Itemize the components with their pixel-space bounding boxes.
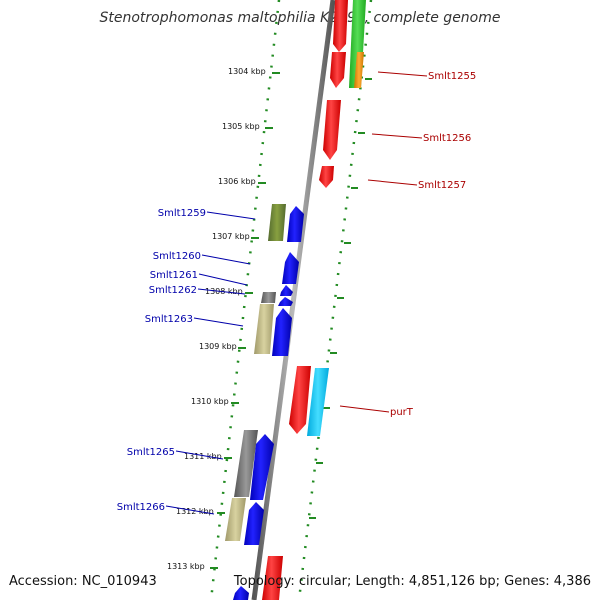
gene-label-smlt1262[interactable]: Smlt1262 — [149, 285, 197, 296]
gene-orange[interactable] — [354, 52, 364, 88]
scale-label-1311: 1311 kbp — [184, 452, 222, 461]
scale-label-1304: 1304 kbp — [228, 67, 266, 76]
gene-bottom-red[interactable] — [262, 556, 283, 600]
gene-smlt1265-gray[interactable] — [234, 430, 258, 497]
gene-label-smlt1263[interactable]: Smlt1263 — [145, 314, 193, 325]
gene-purt-red[interactable] — [289, 366, 311, 434]
gene-smlt1266-khaki[interactable] — [225, 498, 246, 541]
reverse-genes — [225, 204, 304, 600]
gene-label-smlt1266[interactable]: Smlt1266 — [117, 502, 165, 513]
gene-top-red-1[interactable] — [333, 0, 348, 52]
forward-genes — [262, 0, 366, 600]
genome-axis — [251, 0, 336, 600]
scale-label-1310: 1310 kbp — [191, 397, 229, 406]
accession-text: Accession: NC_010943 — [9, 574, 157, 589]
gene-label-smlt1260[interactable]: Smlt1260 — [153, 251, 201, 262]
scale-ticks: 1304 kbp 1305 kbp 1306 kbp 1307 kbp 1308… — [167, 67, 280, 571]
gene-label-smlt1256[interactable]: Smlt1256 — [423, 133, 471, 144]
gene-label-smlt1261[interactable]: Smlt1261 — [150, 270, 198, 281]
gene-smlt1265-blue[interactable] — [250, 434, 274, 500]
gene-smlt1262-blue[interactable] — [278, 297, 293, 306]
inner-scale-track — [209, 0, 281, 600]
gene-bottom-blue[interactable] — [233, 586, 249, 600]
outer-scale-ticks — [309, 78, 372, 519]
gene-smlt1262-gray[interactable] — [261, 292, 276, 303]
scale-label-1312: 1312 kbp — [176, 507, 214, 516]
map-title: Stenotrophomonas maltophilia K279a, comp… — [99, 10, 501, 26]
gene-purt-cyan[interactable] — [307, 368, 329, 436]
gene-label-smlt1257[interactable]: Smlt1257 — [418, 180, 466, 191]
gene-smlt1263-khaki[interactable] — [254, 304, 274, 354]
gene-smlt1259-olive[interactable] — [268, 204, 286, 241]
gene-smlt1261[interactable] — [280, 285, 293, 296]
gene-label-purt[interactable]: purT — [390, 407, 414, 418]
scale-label-1309: 1309 kbp — [199, 342, 237, 351]
gene-smlt1260[interactable] — [282, 252, 299, 284]
scale-label-1306: 1306 kbp — [218, 177, 256, 186]
gene-label-smlt1255[interactable]: Smlt1255 — [428, 71, 476, 82]
gene-smlt1259-blue[interactable] — [287, 206, 304, 242]
scale-label-1305: 1305 kbp — [222, 122, 260, 131]
scale-label-1313: 1313 kbp — [167, 562, 205, 571]
left-connectors — [165, 211, 256, 515]
gene-smlt1266-blue[interactable] — [244, 502, 264, 545]
gene-smlt1256[interactable] — [323, 100, 341, 160]
gene-smlt1257[interactable] — [319, 166, 334, 188]
outer-scale-track — [297, 0, 373, 600]
gene-label-smlt1265[interactable]: Smlt1265 — [127, 447, 175, 458]
gene-label-smlt1259[interactable]: Smlt1259 — [158, 208, 206, 219]
genome-summary-text: Topology: circular; Length: 4,851,126 bp… — [233, 574, 591, 589]
gene-smlt1263-blue[interactable] — [272, 308, 292, 356]
gene-top-red-2[interactable] — [330, 52, 346, 88]
right-connectors — [339, 71, 428, 413]
scale-label-1307: 1307 kbp — [212, 232, 250, 241]
